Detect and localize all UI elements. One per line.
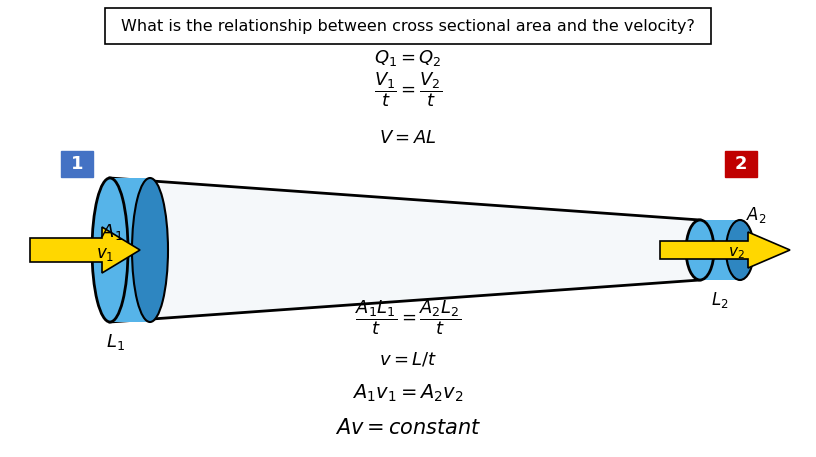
Text: $Q_1 = Q_2$: $Q_1 = Q_2$ (375, 48, 441, 68)
FancyArrow shape (30, 227, 140, 273)
Text: $L_1$: $L_1$ (105, 332, 125, 352)
Text: What is the relationship between cross sectional area and the velocity?: What is the relationship between cross s… (121, 18, 695, 33)
FancyBboxPatch shape (725, 151, 757, 177)
Text: $\mathbf{\mathit{A_1v_1 = A_2v_2}}$: $\mathbf{\mathit{A_1v_1 = A_2v_2}}$ (353, 383, 463, 404)
Text: $V = AL$: $V = AL$ (379, 129, 437, 147)
Text: 1: 1 (71, 155, 83, 173)
FancyBboxPatch shape (105, 8, 711, 44)
Polygon shape (700, 220, 740, 280)
Ellipse shape (686, 220, 714, 280)
Text: $A_2$: $A_2$ (746, 205, 766, 225)
FancyBboxPatch shape (61, 151, 93, 177)
Text: $L_2$: $L_2$ (712, 290, 729, 310)
Text: 2: 2 (734, 155, 747, 173)
Ellipse shape (132, 178, 168, 322)
Text: $v_2$: $v_2$ (728, 245, 744, 261)
Polygon shape (110, 178, 700, 322)
Text: $v_1$: $v_1$ (96, 245, 114, 263)
Text: $\dfrac{A_1L_1}{t} = \dfrac{A_2L_2}{t}$: $\dfrac{A_1L_1}{t} = \dfrac{A_2L_2}{t}$ (355, 299, 461, 337)
Text: $v = L/t$: $v = L/t$ (379, 351, 437, 369)
Text: $\dfrac{V_1}{t} = \dfrac{V_2}{t}$: $\dfrac{V_1}{t} = \dfrac{V_2}{t}$ (374, 71, 442, 109)
Ellipse shape (726, 220, 754, 280)
Text: $A_1$: $A_1$ (101, 222, 123, 242)
Polygon shape (110, 178, 150, 322)
Text: $\mathbf{\mathit{Av = constant}}$: $\mathbf{\mathit{Av = constant}}$ (335, 418, 481, 438)
Ellipse shape (92, 178, 128, 322)
FancyArrow shape (660, 232, 790, 268)
